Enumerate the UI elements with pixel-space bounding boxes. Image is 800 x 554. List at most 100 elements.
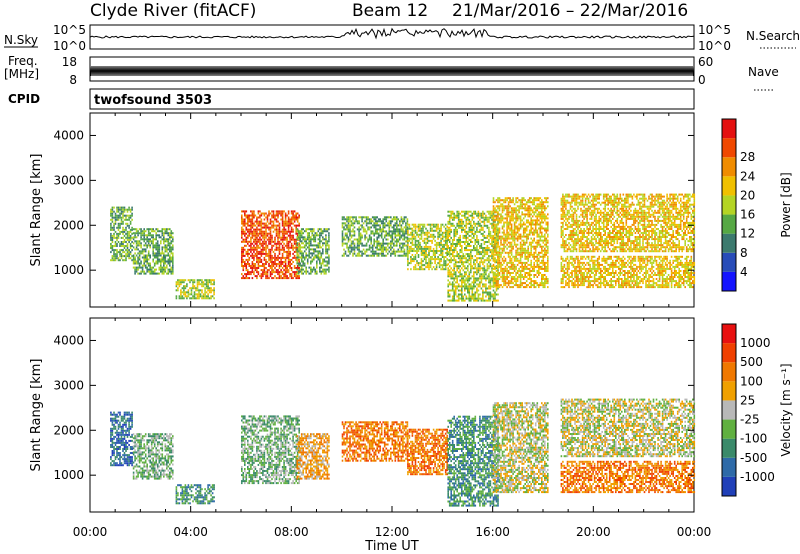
echo-cell	[420, 268, 423, 271]
echo-cell	[417, 256, 420, 258]
echo-cell	[503, 233, 505, 236]
echo-cell	[406, 246, 409, 249]
echo-cell	[353, 220, 356, 223]
echo-cell	[310, 270, 312, 273]
echo-cell	[454, 285, 457, 288]
echo-cell	[510, 261, 513, 264]
echo-cell	[483, 273, 486, 276]
echo-region	[492, 197, 549, 289]
echo-cell	[473, 249, 475, 252]
echo-cell	[262, 252, 264, 255]
echo-cell	[365, 230, 368, 233]
echo-cell	[512, 265, 514, 268]
echo-cell	[269, 220, 272, 223]
echo-cell	[464, 230, 466, 233]
echo-cell	[284, 273, 287, 276]
echo-cell	[434, 239, 436, 242]
echo-cell	[512, 199, 514, 202]
echo-cell	[516, 229, 519, 232]
echo-cell	[417, 268, 420, 271]
echo-cell	[320, 252, 323, 255]
echo-cell	[434, 256, 436, 258]
echo-cell	[425, 233, 427, 236]
echo-cell	[435, 266, 438, 269]
echo-cell	[343, 238, 345, 241]
echo-cell	[361, 254, 363, 257]
echo-cell	[473, 293, 475, 296]
echo-cell	[161, 272, 164, 275]
echo-cell	[507, 223, 510, 226]
echo-cell	[528, 213, 531, 216]
echo-cell	[443, 239, 445, 242]
echo-cell	[289, 263, 291, 265]
echo-cell	[519, 274, 522, 276]
echo-cell	[503, 229, 505, 232]
echo-cell	[464, 281, 466, 284]
echo-cell	[518, 267, 520, 270]
echo-cell	[128, 224, 130, 227]
echo-cell	[530, 249, 532, 252]
echo-cell	[242, 250, 245, 253]
echo-cell	[247, 224, 249, 227]
echo-cell	[242, 220, 245, 223]
echo-cell	[457, 224, 460, 227]
echo-cell	[166, 232, 168, 235]
echo-cell	[459, 275, 461, 278]
echo-cell	[534, 197, 537, 200]
echo-cell	[125, 226, 127, 229]
echo-cell	[522, 203, 525, 206]
echo-cell	[524, 272, 526, 274]
echo-cell	[461, 299, 463, 302]
echo-cell	[113, 245, 115, 247]
echo-cell	[123, 208, 126, 211]
echo-cell	[390, 216, 392, 219]
echo-cell	[423, 268, 426, 271]
echo-cell	[183, 289, 185, 292]
echo-cell	[306, 262, 309, 265]
echo-cell	[280, 269, 282, 272]
echo-cell	[544, 251, 546, 254]
echo-cell	[497, 215, 499, 218]
echo-cell	[128, 253, 130, 256]
echo-cell	[278, 256, 281, 259]
echo-cell	[491, 236, 493, 239]
echo-cell	[146, 254, 148, 257]
echo-cell	[539, 243, 542, 246]
echo-cell	[482, 216, 484, 219]
echo-cell	[397, 238, 400, 241]
echo-cell	[480, 224, 483, 227]
echo-cell	[492, 205, 495, 208]
echo-cell	[349, 244, 351, 247]
echo-cell	[447, 263, 449, 266]
echo-cell	[477, 295, 480, 298]
echo-cell	[448, 271, 451, 274]
echo-cell	[322, 252, 324, 255]
echo-cell	[297, 262, 300, 265]
echo-cell	[205, 281, 208, 284]
echo-cell	[129, 228, 132, 231]
echo-cell	[166, 250, 168, 253]
echo-cell	[480, 297, 483, 300]
echo-cell	[242, 254, 245, 257]
echo-cell	[260, 224, 263, 227]
echo-cell	[419, 223, 421, 226]
echo-cell	[536, 257, 539, 260]
echo-cell	[350, 240, 353, 243]
echo-cell	[500, 270, 502, 272]
echo-cell	[422, 254, 424, 256]
echo-cell	[473, 226, 475, 229]
echo-cell	[471, 297, 474, 300]
echo-cell	[260, 277, 263, 280]
echo-cell	[328, 260, 330, 263]
echo-cell	[297, 264, 300, 267]
echo-cell	[541, 227, 543, 230]
echo-cell	[287, 216, 290, 219]
echo-cell	[117, 224, 120, 227]
echo-cell	[187, 293, 190, 296]
echo-cell	[521, 213, 523, 216]
echo-cell	[531, 223, 534, 226]
echo-cell	[184, 291, 187, 294]
echo-cell	[536, 199, 539, 202]
echo-cell	[530, 253, 532, 256]
echo-cell	[155, 228, 157, 231]
